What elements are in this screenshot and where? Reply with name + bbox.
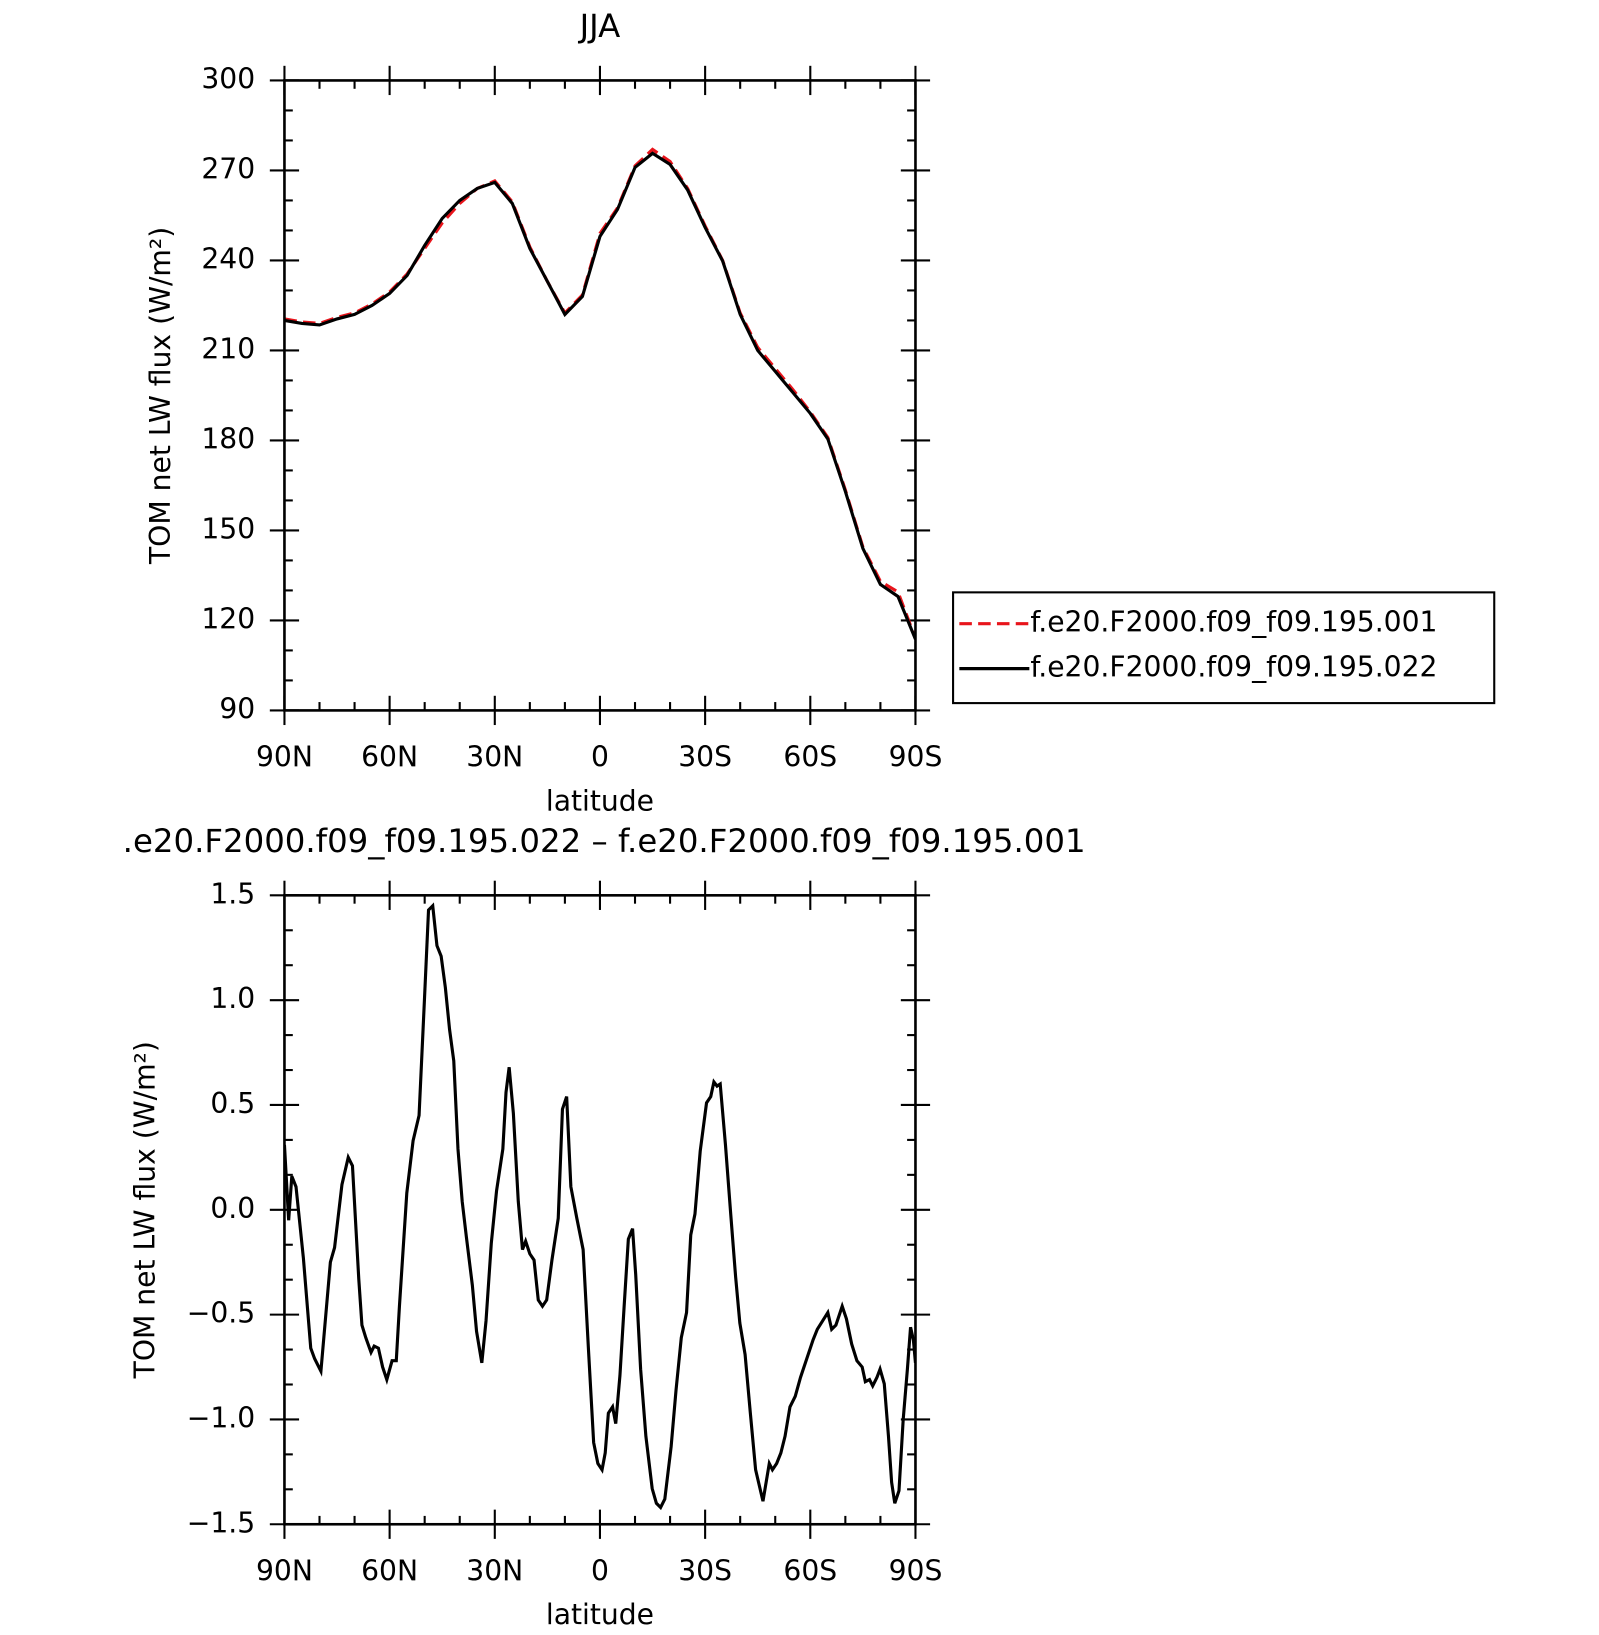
y-tick-label: 0.5 (210, 1087, 255, 1120)
y-tick-label: −1.5 (187, 1506, 255, 1539)
y-tick-label: 0.0 (210, 1192, 255, 1225)
y-tick-label: 1.5 (210, 877, 255, 910)
legend-box (952, 591, 1496, 705)
y-tick-label: 180 (201, 422, 255, 455)
y-tick-label: −1.0 (187, 1401, 255, 1434)
y-axis-label: TOM net LW flux (W/m²) (144, 227, 177, 565)
x-tick-label: 60N (361, 740, 418, 773)
data-line (284, 151, 916, 640)
y-tick-label: 150 (201, 512, 255, 545)
y-tick-label: 240 (201, 242, 255, 275)
x-tick-label: 90N (256, 740, 313, 773)
y-tick-label: −0.5 (187, 1297, 255, 1330)
chart-title: JJA (578, 7, 621, 45)
data-line (284, 147, 916, 639)
data-line (284, 902, 916, 1511)
x-tick-label: 30N (466, 740, 523, 773)
x-axis-label: latitude (546, 784, 654, 817)
y-tick-label: 210 (201, 332, 255, 365)
chart-title: .e20.F2000.f09_f09.195.022 – f.e20.F2000… (123, 822, 1086, 860)
legend-label: f.e20.F2000.f09_f09.195.001 (1030, 606, 1437, 639)
x-axis-label: latitude (546, 1598, 654, 1631)
x-tick-label: 30S (678, 740, 732, 773)
x-tick-label: 90S (889, 740, 943, 773)
x-tick-label: 60S (783, 1554, 837, 1587)
y-tick-label: 90 (219, 692, 255, 725)
x-tick-label: 60N (361, 1554, 418, 1587)
y-tick-label: 120 (201, 602, 255, 635)
x-tick-label: 90N (256, 1554, 313, 1587)
y-tick-label: 1.0 (210, 982, 255, 1015)
y-tick-label: 300 (201, 62, 255, 95)
x-tick-label: 0 (591, 1554, 609, 1587)
plot-frame (283, 79, 917, 712)
legend-label: f.e20.F2000.f09_f09.195.022 (1030, 651, 1437, 684)
x-tick-label: 60S (783, 740, 837, 773)
y-tick-label: 270 (201, 152, 255, 185)
x-tick-label: 30S (678, 1554, 732, 1587)
plot-frame (283, 894, 917, 1526)
x-tick-label: 0 (591, 740, 609, 773)
x-tick-label: 90S (889, 1554, 943, 1587)
x-tick-label: 30N (466, 1554, 523, 1587)
y-axis-label: TOM net LW flux (W/m²) (129, 1041, 162, 1379)
